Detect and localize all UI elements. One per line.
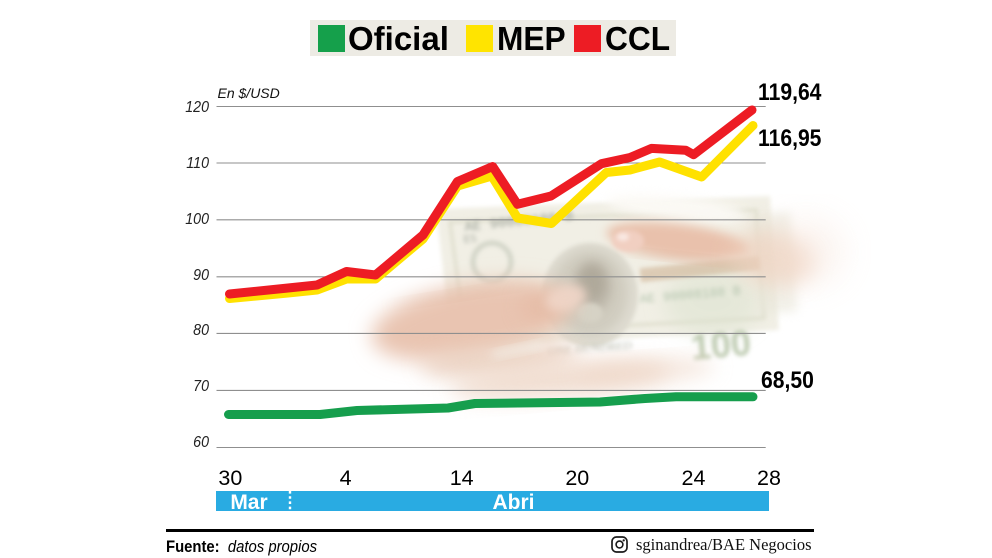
svg-text:E5: E5: [463, 234, 477, 247]
